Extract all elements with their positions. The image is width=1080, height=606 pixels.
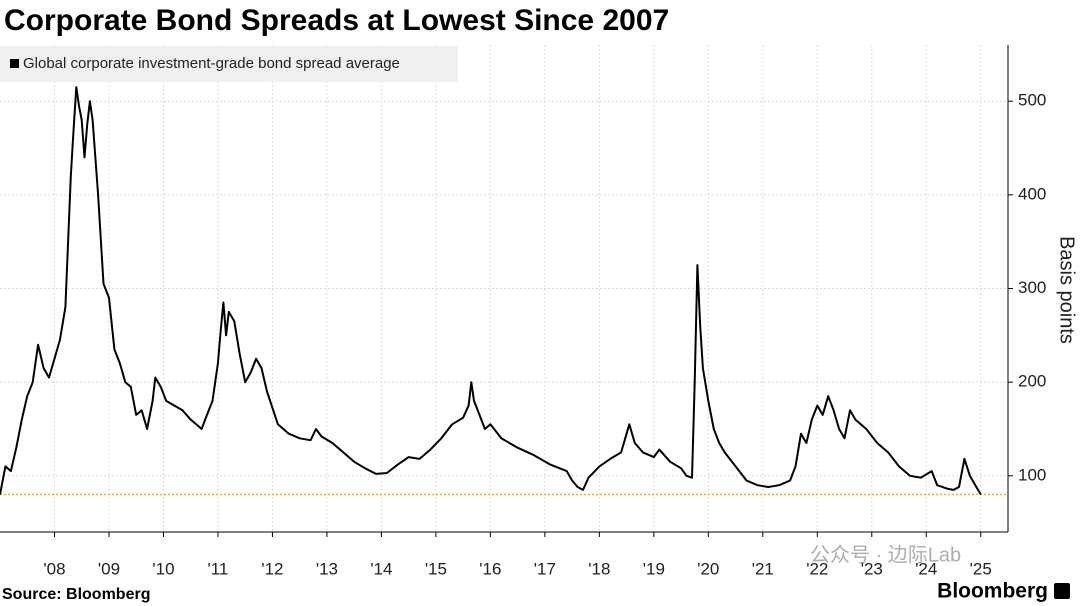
line-series [0, 86, 982, 496]
x-tick-label: '23 [861, 559, 883, 578]
x-tick-label: '12 [261, 559, 283, 578]
y-axis-label: Basis points [1056, 236, 1078, 344]
y-tick-label: 200 [1018, 372, 1046, 391]
y-tick-label: 100 [1018, 465, 1046, 484]
logo-icon [1054, 583, 1070, 599]
legend-box [0, 46, 458, 82]
x-tick-label: '20 [697, 559, 719, 578]
x-tick-label: '21 [752, 559, 774, 578]
x-tick-label: '24 [915, 559, 937, 578]
logo: Bloomberg [937, 580, 1048, 603]
x-tick-label: '11 [207, 559, 228, 578]
x-tick-label: '15 [425, 559, 447, 578]
x-tick-label: '16 [479, 559, 501, 578]
y-tick-label: 300 [1018, 278, 1046, 297]
x-tick-label: '22 [806, 559, 828, 578]
x-tick-label: '18 [588, 559, 610, 578]
x-tick-label: '09 [98, 559, 120, 578]
chart-title: Corporate Bond Spreads at Lowest Since 2… [4, 4, 669, 37]
y-tick-label: 400 [1018, 184, 1046, 203]
x-tick-label: '25 [970, 559, 992, 578]
legend-swatch [10, 59, 19, 68]
y-tick-label: 500 [1018, 91, 1046, 110]
x-tick-label: '19 [643, 559, 665, 578]
x-tick-label: '13 [316, 559, 338, 578]
x-tick-label: '10 [152, 559, 174, 578]
source: Source: Bloomberg [2, 586, 150, 603]
legend-label: Global corporate investment-grade bond s… [23, 55, 400, 72]
x-tick-label: '14 [370, 559, 392, 578]
watermark: 公众号 · 边际Lab [810, 543, 961, 566]
x-tick-label: '17 [534, 559, 556, 578]
x-tick-label: '08 [43, 559, 65, 578]
